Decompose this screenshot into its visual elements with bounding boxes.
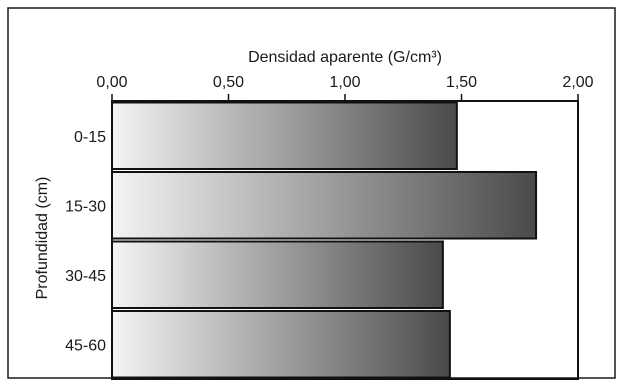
x-tick-label: 1,00 (329, 74, 360, 91)
category-label: 30-45 (65, 268, 106, 285)
y-axis-title: Profundidad (cm) (34, 177, 51, 300)
category-label: 15-30 (65, 198, 106, 215)
x-axis-title: Densidad aparente (G/cm³) (248, 49, 442, 66)
bar-0-15 (111, 101, 458, 170)
x-tick-label: 2,00 (562, 74, 593, 91)
category-label: 45-60 (65, 337, 106, 354)
x-axis-ticks: 0,00 0,50 1,00 1,50 2,00 (96, 74, 594, 101)
category-labels: 0-15 15-30 30-45 45-60 (65, 129, 106, 355)
x-tick-label: 1,50 (446, 74, 477, 91)
bar-45-60 (111, 310, 451, 379)
bars (111, 101, 538, 379)
bar-30-45 (111, 240, 444, 309)
bar-15-30 (111, 171, 538, 240)
x-tick-label: 0,50 (213, 74, 244, 91)
category-label: 0-15 (74, 129, 106, 146)
x-tick-label: 0,00 (96, 74, 127, 91)
